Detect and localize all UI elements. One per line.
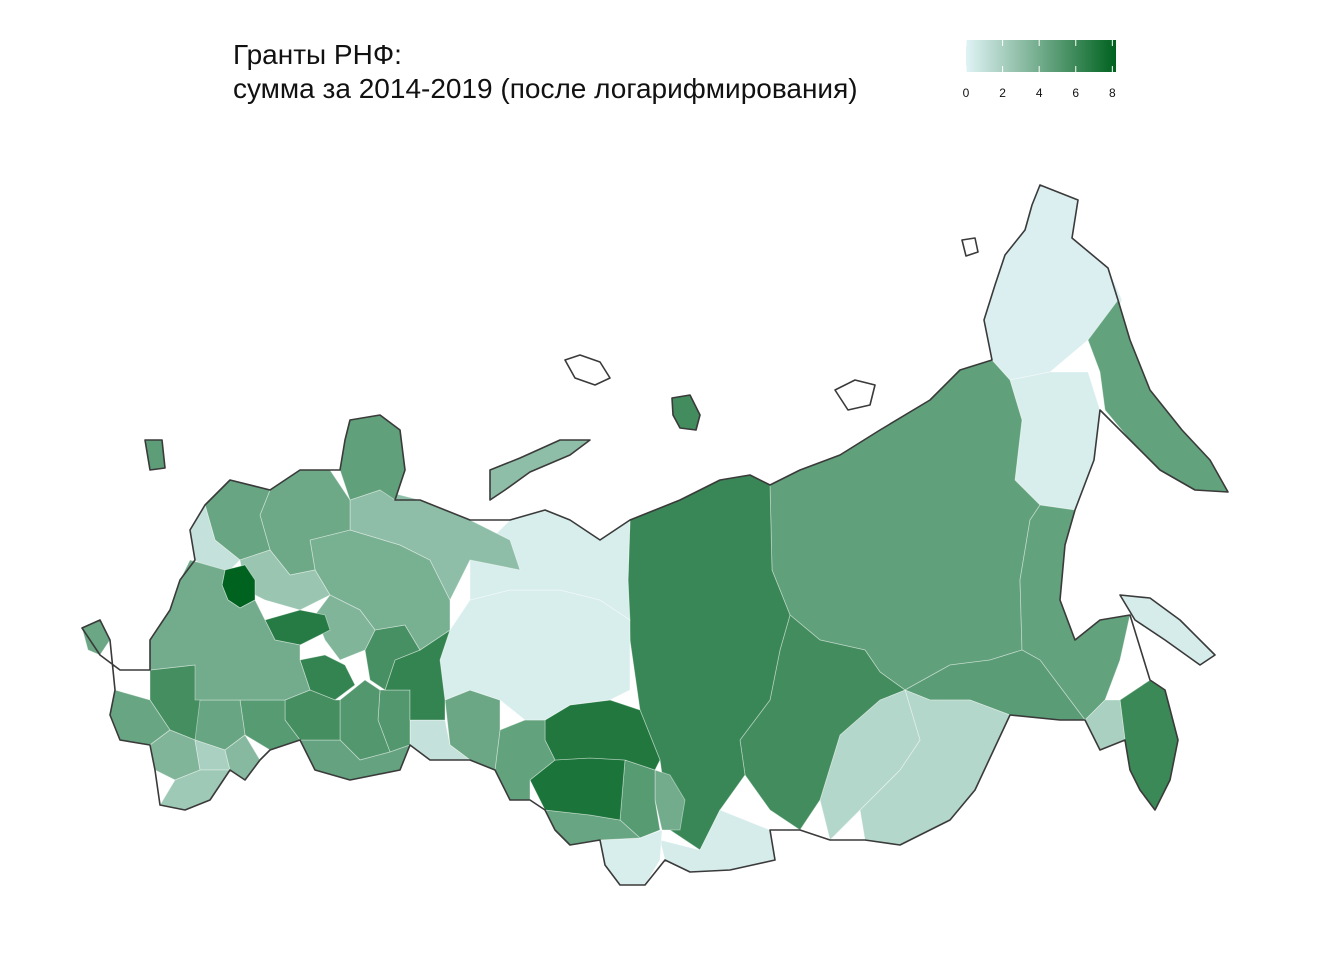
coastline-sakhalin xyxy=(1119,594,1216,666)
coastline-outline xyxy=(81,184,1229,886)
legend-color-bar xyxy=(966,40,1116,72)
region-novosibirsk xyxy=(529,757,626,821)
region-bashkortostan xyxy=(339,679,391,761)
color-legend: 0 2 4 6 8 xyxy=(962,40,1120,102)
legend-tick-label: 2 xyxy=(999,86,1006,100)
coastline-novaya-zemlya xyxy=(489,439,591,501)
region-primorye xyxy=(1119,679,1179,811)
regions-layer xyxy=(81,184,1229,886)
region-severnaya-zemlya xyxy=(671,394,701,431)
coastline-severnaya-zemlya xyxy=(671,394,701,431)
coastline-kaliningrad xyxy=(144,439,166,471)
region-tyumen xyxy=(444,689,501,771)
region-buryatia xyxy=(819,689,921,841)
coastline-mainland xyxy=(81,184,1229,886)
region-tomsk xyxy=(544,699,661,771)
region-kamchatka xyxy=(1087,299,1229,493)
coastline-wrangel-island xyxy=(961,237,979,257)
legend-tick-label: 4 xyxy=(1035,86,1043,100)
legend-tick-label: 6 xyxy=(1072,86,1080,100)
title-line-2: сумма за 2014-2019 (после логарифмирован… xyxy=(233,73,858,104)
region-perm xyxy=(364,624,421,691)
legend-tick-label: 8 xyxy=(1108,86,1116,100)
legend-tick-label: 0 xyxy=(962,86,970,100)
region-murmansk xyxy=(339,414,406,501)
coastline-new-siberian-islands xyxy=(834,379,876,411)
title-line-1: Гранты РНФ: xyxy=(233,39,402,70)
coastline-franz-josef-land xyxy=(564,354,611,386)
region-nenets-ao xyxy=(349,489,521,601)
map-title: Гранты РНФ: сумма за 2014-2019 (после ло… xyxy=(233,38,858,106)
region-samara xyxy=(284,689,341,741)
legend-tick-marks xyxy=(966,40,1113,72)
